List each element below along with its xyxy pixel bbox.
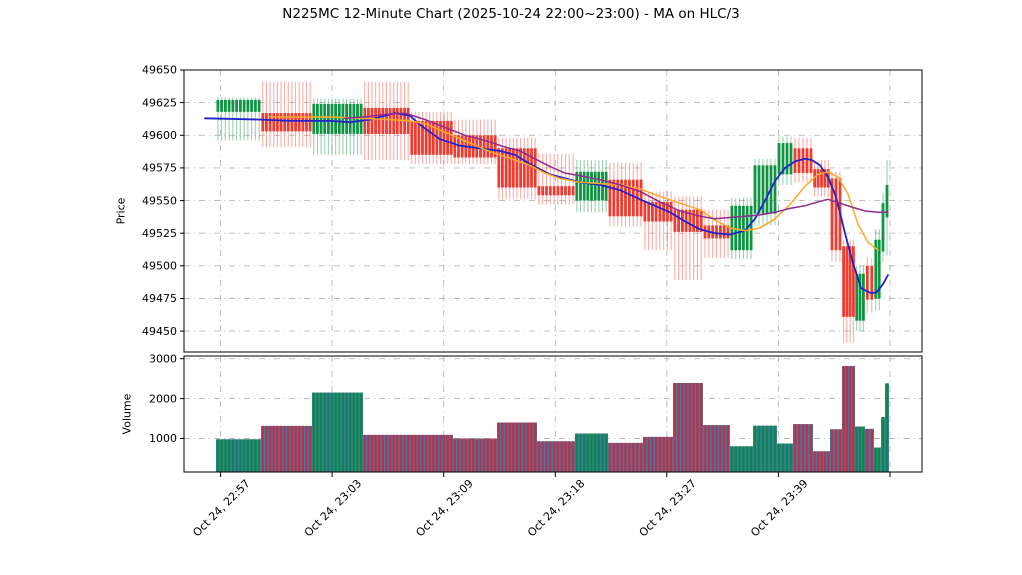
svg-text:Oct 24, 23:18: Oct 24, 23:18	[525, 477, 587, 539]
svg-text:1000: 1000	[149, 432, 177, 445]
svg-text:3000: 3000	[149, 352, 177, 365]
svg-text:49600: 49600	[142, 129, 177, 142]
svg-text:Oct 24, 23:03: Oct 24, 23:03	[302, 477, 364, 539]
svg-text:49475: 49475	[142, 292, 177, 305]
svg-text:Oct 24, 23:39: Oct 24, 23:39	[748, 477, 810, 539]
svg-text:Oct 24, 22:57: Oct 24, 22:57	[190, 477, 252, 539]
chart-title: N225MC 12-Minute Chart (2025-10-24 22:00…	[282, 6, 740, 22]
svg-text:49550: 49550	[142, 194, 177, 207]
svg-text:49525: 49525	[142, 227, 177, 240]
svg-text:49625: 49625	[142, 96, 177, 109]
svg-text:49575: 49575	[142, 162, 177, 175]
svg-text:Oct 24, 23:27: Oct 24, 23:27	[637, 477, 699, 539]
svg-text:49450: 49450	[142, 325, 177, 338]
svg-text:Oct 24, 23:09: Oct 24, 23:09	[413, 477, 475, 539]
svg-text:49650: 49650	[142, 64, 177, 77]
svg-text:49500: 49500	[142, 260, 177, 273]
svg-text:2000: 2000	[149, 392, 177, 405]
